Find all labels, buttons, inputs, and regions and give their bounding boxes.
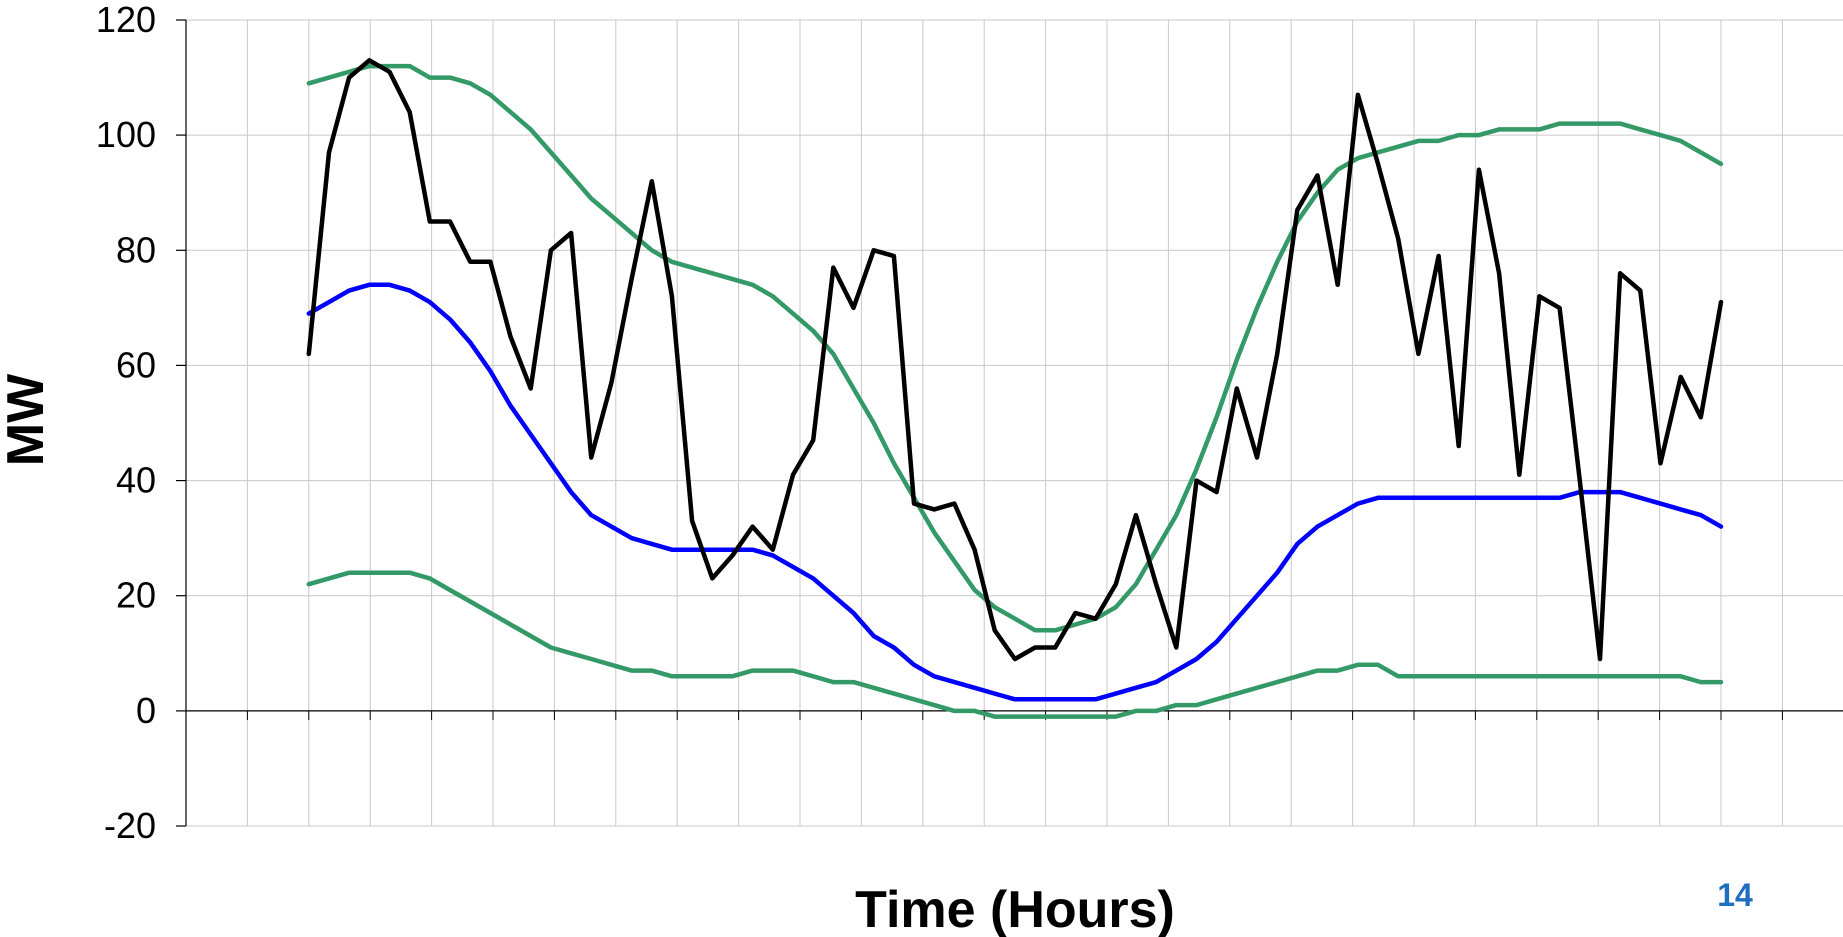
axes [185,20,1843,826]
y-tick-label: 20 [116,575,156,616]
y-tick-label: 0 [136,690,156,731]
y-axis-title: MW [0,373,55,466]
y-tick-label: 40 [116,460,156,501]
series-line-2 [306,282,1724,702]
horizontal-gridlines [176,19,1843,827]
y-tick-label: 120 [96,0,156,40]
y-tick-label: 100 [96,114,156,155]
y-tick-label: 80 [116,229,156,270]
series-layer [306,58,1724,719]
y-tick-label: 60 [116,344,156,385]
page-number: 14 [1717,877,1753,913]
y-tick-label: -20 [104,805,156,846]
vertical-gridlines [185,20,1783,826]
x-axis-title: Time (Hours) [855,881,1175,937]
series-line-4 [306,570,1724,719]
series-line-3 [306,63,1724,633]
series-line-1 [306,58,1724,662]
y-tick-labels: -20 0 20 40 60 80 100 120 [96,0,156,846]
